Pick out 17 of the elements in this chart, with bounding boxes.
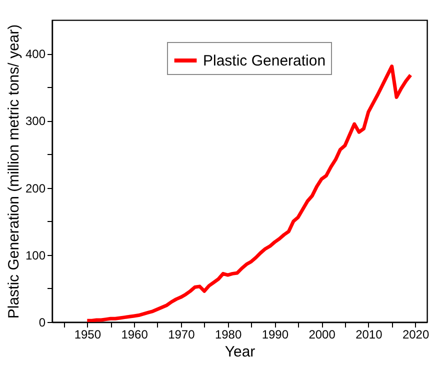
y-tick-label: 200 bbox=[25, 181, 46, 196]
y-tick-label: 0 bbox=[38, 316, 46, 330]
y-tick-label: 300 bbox=[25, 114, 46, 128]
x-tick-label: 2010 bbox=[356, 328, 383, 342]
x-axis-title: Year bbox=[224, 344, 256, 360]
y-tick-label: 100 bbox=[25, 248, 46, 262]
x-tick-label: 1990 bbox=[262, 328, 289, 342]
legend-label: Plastic Generation bbox=[203, 52, 326, 70]
y-tick-label: 400 bbox=[25, 47, 46, 62]
x-tick-label: 1950 bbox=[74, 328, 102, 342]
x-tick-label: 1980 bbox=[214, 328, 242, 342]
line-series bbox=[85, 64, 412, 322]
y-axis-title: Plastic Generation (million metric tons/ year) bbox=[5, 24, 22, 319]
x-tick-label: 2020 bbox=[402, 328, 430, 342]
x-tick-label: 2000 bbox=[308, 328, 336, 342]
x-tick-label: 1960 bbox=[121, 328, 148, 342]
x-tick-label: 1970 bbox=[168, 328, 196, 342]
